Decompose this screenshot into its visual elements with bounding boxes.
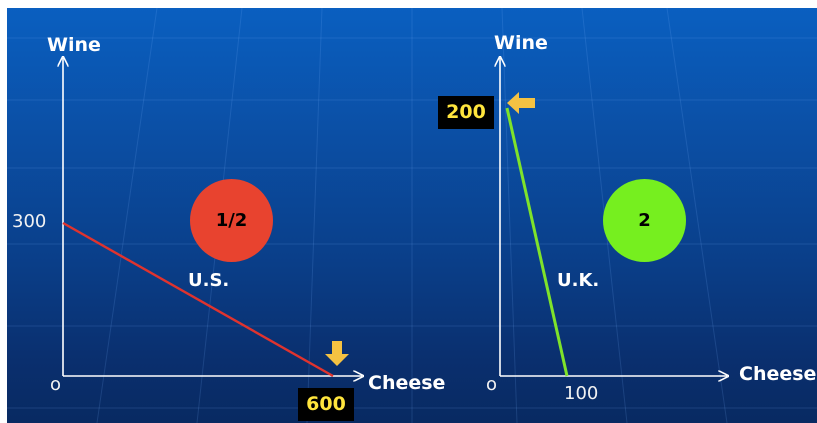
us-origin-label: o [50,374,62,395]
arrow-layer [7,8,817,423]
us-x-axis-label: Cheese [368,372,446,394]
uk-ppf-line [505,107,569,377]
globe-grid-background [7,8,817,423]
uk-x-intercept-label: 100 [564,383,599,404]
uk-slope-circle: 2 [603,179,686,262]
uk-country-label: U.K. [557,270,600,291]
slide: Wine Cheese o 300 600 1/2 U.S. Wine Chee… [7,8,817,423]
us-y-axis-label: Wine [47,34,101,56]
us-country-label: U.S. [188,270,230,291]
down-arrow-icon [325,341,349,366]
us-y-intercept-label: 300 [12,211,47,232]
uk-origin-label: o [486,374,498,395]
us-slope-circle: 1/2 [190,179,273,262]
uk-y-axis-label: Wine [494,32,548,54]
us-ppf-line [62,221,334,378]
us-x-intercept-badge: 600 [298,388,354,421]
uk-x-axis-label: Cheese [739,363,817,385]
uk-y-intercept-badge: 200 [438,96,494,129]
left-arrow-icon [507,92,535,114]
